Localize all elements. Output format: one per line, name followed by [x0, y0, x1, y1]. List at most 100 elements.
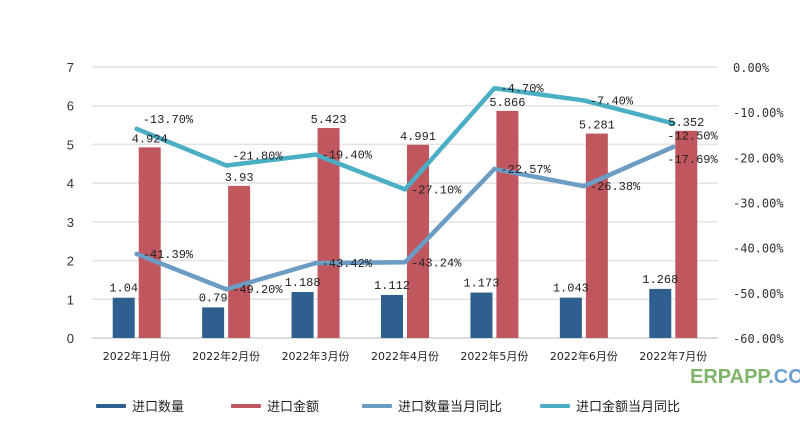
legend-swatch	[96, 403, 126, 408]
y-right-tick-label: -50.00%	[733, 287, 784, 301]
bar-import-amount	[228, 185, 251, 338]
legend: 进口数量 进口金额 进口数量当月同比 进口金额当月同比	[0, 396, 800, 420]
data-labels: 4.924 3.93 5.423 4.991 5.866 5.281 5.352 1.04 0.…	[109, 82, 718, 305]
bar-import-quantity	[470, 292, 493, 338]
data-label-import-amount: 3.93	[225, 171, 254, 185]
data-label-import-amount: 4.924	[132, 132, 168, 146]
data-label-import-amount: 5.281	[579, 119, 615, 133]
line-point	[402, 187, 408, 192]
data-label-quantity-yoy: -49.20%	[232, 283, 283, 297]
line-point	[581, 98, 587, 103]
line-point	[313, 260, 318, 266]
bar-import-quantity	[649, 288, 672, 338]
y-right-tick-label: -40.00%	[733, 242, 784, 256]
line-point	[313, 152, 318, 157]
line-point	[492, 166, 497, 172]
legend-label: 进口金额	[267, 400, 320, 415]
x-tick-label: 2022年6月份	[550, 349, 618, 363]
y-left-tick-label: 4	[67, 176, 74, 191]
y-axis-left: 0 1 2 3 4 5 6 7	[67, 60, 74, 346]
data-label-import-quantity: 1.04	[109, 282, 138, 296]
bar-import-amount	[585, 133, 608, 338]
data-label-amount-yoy: -7.40%	[590, 94, 634, 108]
bar-import-amount	[675, 130, 698, 338]
line-point	[134, 126, 139, 132]
y-right-tick-label: -20.00%	[733, 151, 784, 165]
x-tick-label: 2022年3月份	[282, 349, 350, 363]
data-label-amount-yoy: -19.40%	[322, 149, 373, 163]
x-tick-label: 2022年1月份	[103, 349, 171, 363]
legend-label: 进口金额当月同比	[576, 400, 681, 415]
bar-import-amount	[496, 110, 519, 338]
lines	[134, 85, 676, 292]
x-tick-label: 2022年7月份	[639, 349, 707, 363]
data-label-quantity-yoy: -43.24%	[411, 256, 462, 270]
line-point	[402, 260, 408, 265]
x-axis: 2022年1月份 2022年2月份 2022年3月份 2022年4月份 2022年5月份…	[103, 349, 708, 363]
watermark: ERPAPP.COM	[690, 366, 800, 389]
data-label-import-amount: 5.352	[668, 116, 704, 130]
bar-import-amount	[317, 128, 340, 338]
x-tick-label: 2022年5月份	[460, 349, 528, 363]
bar-import-quantity	[291, 292, 314, 338]
legend-item-import-quantity[interactable]: 进口数量	[96, 396, 184, 415]
y-left-tick-label: 3	[67, 215, 74, 230]
y-right-tick-label: -60.00%	[733, 332, 784, 346]
data-label-quantity-yoy: -43.42%	[322, 257, 373, 271]
legend-label: 进口数量当月同比	[398, 400, 503, 415]
line-point	[223, 163, 229, 168]
legend-label: 进口数量	[132, 400, 185, 415]
y-right-tick-label: 0.00%	[733, 61, 770, 75]
bar-import-amount	[138, 147, 161, 338]
bar-import-quantity	[112, 297, 135, 338]
watermark-part1: ERPAPP	[690, 366, 769, 388]
data-label-import-quantity: 1.173	[463, 277, 499, 291]
data-label-amount-yoy: -12.50%	[667, 129, 718, 143]
legend-swatch	[540, 403, 570, 408]
x-tick-label: 2022年2月份	[192, 349, 260, 363]
y-left-tick-label: 2	[67, 254, 74, 269]
y-right-tick-label: -10.00%	[733, 106, 784, 120]
bar-import-amount	[407, 144, 429, 338]
legend-item-amount-yoy[interactable]: 进口金额当月同比	[540, 396, 680, 415]
y-left-tick-label: 0	[67, 331, 74, 346]
x-tick-label: 2022年4月份	[371, 349, 439, 363]
line-point	[671, 121, 676, 126]
data-label-quantity-yoy: -26.38%	[590, 180, 641, 194]
data-label-amount-yoy: -27.10%	[411, 183, 462, 197]
legend-item-quantity-yoy[interactable]: 进口数量当月同比	[362, 396, 502, 415]
line-point	[223, 287, 229, 292]
data-label-amount-yoy: -13.70%	[143, 113, 194, 127]
bar-import-quantity	[202, 307, 225, 338]
data-label-import-amount: 5.423	[311, 113, 347, 127]
watermark-part2: .COM	[768, 366, 800, 388]
data-label-quantity-yoy: -22.57%	[500, 163, 551, 177]
y-left-tick-label: 7	[67, 60, 74, 75]
y-left-tick-label: 5	[67, 137, 74, 152]
data-label-amount-yoy: -21.80%	[232, 149, 283, 163]
y-right-tick-label: -30.00%	[733, 197, 784, 211]
data-label-import-amount: 4.991	[400, 130, 436, 144]
data-label-import-quantity: 1.043	[553, 282, 589, 296]
line-point	[671, 144, 676, 150]
y-axis-right: 0.00% -10.00% -20.00% -30.00% -40.00% -50.00%…	[733, 61, 784, 346]
bar-import-quantity	[559, 297, 582, 338]
data-label-import-amount: 5.866	[489, 96, 525, 110]
legend-swatch	[362, 403, 392, 408]
data-label-import-quantity: 1.188	[285, 276, 321, 290]
y-left-tick-label: 1	[67, 292, 74, 307]
data-label-import-quantity: 1.112	[374, 279, 410, 293]
data-label-import-quantity: 1.268	[642, 273, 678, 287]
bars	[112, 110, 698, 338]
data-label-import-quantity: 0.79	[199, 291, 228, 305]
data-label-amount-yoy: -4.70%	[500, 82, 544, 96]
legend-item-import-amount[interactable]: 进口金额	[231, 396, 319, 415]
line-point	[581, 183, 587, 189]
line-point	[492, 86, 497, 91]
line-point	[134, 251, 139, 257]
y-left-tick-label: 6	[67, 99, 74, 114]
legend-swatch	[231, 403, 261, 408]
bar-import-quantity	[381, 294, 403, 338]
data-label-quantity-yoy: -17.69%	[667, 153, 718, 167]
